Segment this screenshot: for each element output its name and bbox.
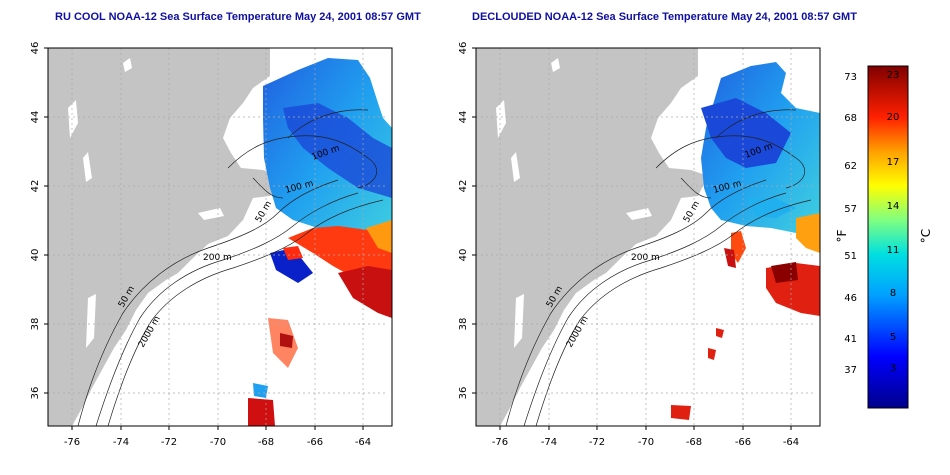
right-lat-tick: 36 xyxy=(458,387,469,400)
right-lon-tick: -74 xyxy=(541,437,557,448)
colorbar-fahrenheit-ticks: 73 68 62 57 51 46 41 37 xyxy=(844,72,857,376)
right-lon-tick: -76 xyxy=(492,437,508,448)
left-lon-tick: -64 xyxy=(355,437,371,448)
left-contour-200m: 200 m xyxy=(203,253,232,263)
right-lon-tick: -66 xyxy=(735,437,751,448)
c-tick: 11 xyxy=(887,245,900,256)
f-tick: 62 xyxy=(844,161,857,172)
left-lat-tick: 36 xyxy=(30,387,41,400)
left-sst-field xyxy=(248,58,392,426)
right-lon-tick: -70 xyxy=(638,437,654,448)
colorbar-f-unit: °F xyxy=(835,229,849,242)
right-lat-tick: 40 xyxy=(458,249,469,262)
left-map-title: RU COOL NOAA-12 Sea Surface Temperature … xyxy=(55,11,421,23)
right-lat-tick: 42 xyxy=(458,180,469,193)
c-tick: 23 xyxy=(887,70,900,81)
right-map-title: DECLOUDED NOAA-12 Sea Surface Temperatur… xyxy=(472,11,857,23)
left-lat-tick: 46 xyxy=(30,42,41,55)
left-axes: -76 -74 -72 -70 -68 -66 -64 36 38 40 42 … xyxy=(30,42,371,448)
right-map-panel: 100 m 100 m 50 m 200 m 50 m 2000 m xyxy=(475,47,821,427)
left-lat-tick: 38 xyxy=(30,318,41,331)
colorbar-gradient xyxy=(867,65,909,409)
right-x-tick-labels: -76 -74 -72 -70 -68 -66 -64 xyxy=(492,437,799,448)
right-lat-tick: 46 xyxy=(458,42,469,55)
left-lon-tick: -74 xyxy=(113,437,129,448)
f-tick: 68 xyxy=(844,113,857,124)
f-tick: 46 xyxy=(844,293,857,304)
f-tick: 37 xyxy=(844,365,857,376)
right-lon-tick: -68 xyxy=(686,437,702,448)
colorbar: 73 68 62 57 51 46 41 37 23 20 17 14 11 8… xyxy=(835,65,933,409)
right-y-tick-labels: 36 38 40 42 44 46 xyxy=(458,42,469,400)
colorbar-c-unit: °C xyxy=(919,229,933,243)
c-tick: 17 xyxy=(887,157,900,168)
right-lon-tick: -72 xyxy=(589,437,605,448)
colorbar-celsius-ticks: 23 20 17 14 11 8 5 3 xyxy=(887,70,900,374)
left-lat-tick: 40 xyxy=(30,249,41,262)
c-tick: 5 xyxy=(890,332,896,343)
right-sst-field xyxy=(671,62,820,420)
left-lon-tick: -68 xyxy=(258,437,274,448)
left-lat-tick: 44 xyxy=(30,111,41,124)
c-tick: 14 xyxy=(887,201,900,212)
f-tick: 73 xyxy=(844,72,857,83)
c-tick: 20 xyxy=(887,112,900,123)
left-x-tick-labels: -76 -74 -72 -70 -68 -66 -64 xyxy=(64,437,371,448)
right-contour-200m: 200 m xyxy=(631,253,660,263)
f-tick: 57 xyxy=(844,204,857,215)
f-tick: 41 xyxy=(844,334,857,345)
left-lon-tick: -66 xyxy=(307,437,323,448)
right-lon-tick: -64 xyxy=(783,437,799,448)
left-lon-tick: -76 xyxy=(64,437,80,448)
right-axes: -76 -74 -72 -70 -68 -66 -64 36 38 40 42 … xyxy=(458,42,799,448)
left-lon-tick: -70 xyxy=(210,437,226,448)
left-map-panel: 100 m 100 m 50 m 200 m 50 m 2000 m xyxy=(47,47,393,427)
f-tick: 51 xyxy=(844,251,857,262)
right-lat-tick: 38 xyxy=(458,318,469,331)
c-tick: 3 xyxy=(890,363,896,374)
left-y-tick-labels: 36 38 40 42 44 46 xyxy=(30,42,41,400)
left-lon-tick: -72 xyxy=(161,437,177,448)
right-lat-tick: 44 xyxy=(458,111,469,124)
c-tick: 8 xyxy=(890,288,896,299)
left-lat-tick: 42 xyxy=(30,180,41,193)
